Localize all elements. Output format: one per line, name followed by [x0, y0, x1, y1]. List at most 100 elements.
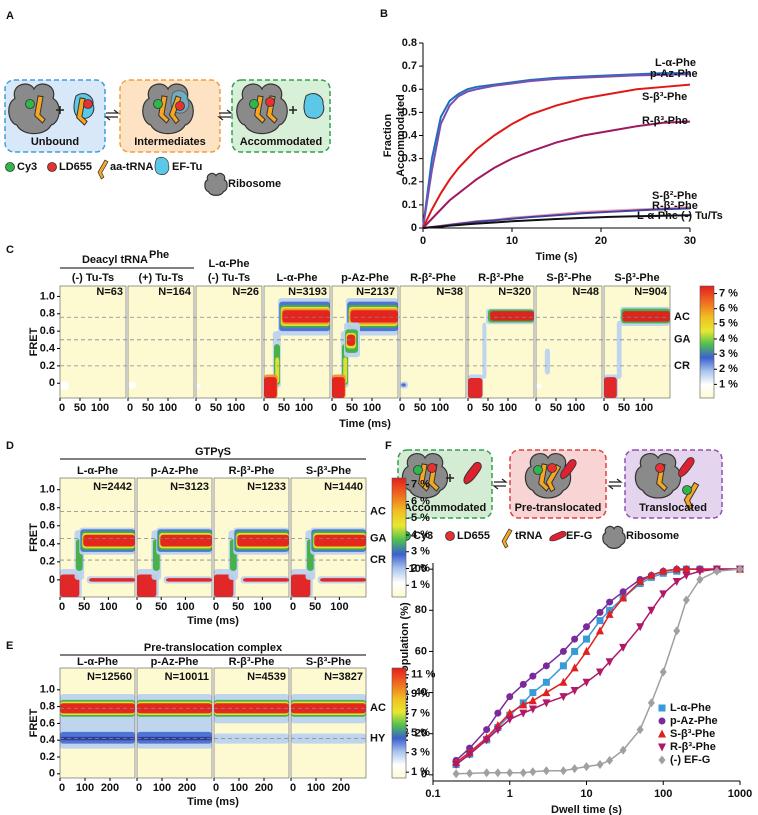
density-region — [196, 383, 201, 388]
legend-label: EF-G — [566, 530, 592, 542]
point — [506, 768, 514, 778]
y-tick-label: 0.6 — [402, 83, 417, 95]
count-label: N=2137 — [356, 286, 395, 298]
count-label: N=4539 — [247, 671, 286, 683]
colorbar-label: 7 % — [719, 287, 738, 299]
group-title: Deacyl tRNA — [82, 254, 148, 266]
x-tick-label: 0 — [290, 601, 296, 613]
x-tick-label: 0 — [331, 402, 337, 414]
panel-title: (-) Tu-Ts — [208, 272, 250, 284]
group-title: L-α-Phe — [209, 258, 250, 270]
count-label: N=48 — [572, 286, 599, 298]
x-tick-label: 0 — [59, 601, 65, 613]
density-region — [160, 534, 212, 547]
count-label: N=2442 — [93, 481, 132, 493]
heatmap-background — [128, 286, 194, 398]
x-tick-label: 50 — [78, 601, 90, 613]
point — [528, 696, 537, 705]
panel-title: p-Az-Phe — [151, 656, 199, 668]
point — [582, 646, 591, 655]
point — [659, 667, 667, 677]
panel-frame — [213, 667, 290, 779]
point — [506, 693, 514, 701]
series-label: L-α-Phe — [655, 57, 696, 69]
count-label: N=904 — [634, 286, 668, 298]
x-tick-label: 100 — [295, 402, 313, 414]
y-tick-label: 0.2 — [40, 360, 55, 372]
panel-title: (+) Tu-Ts — [138, 272, 183, 284]
panel-frame — [263, 285, 331, 399]
point — [519, 768, 527, 778]
trna-icon — [76, 97, 88, 126]
point — [482, 736, 491, 745]
panel-frame — [290, 667, 367, 779]
panel-title: R-β²-Phe — [410, 272, 456, 284]
point — [483, 726, 491, 734]
density-region — [490, 311, 534, 321]
x-tick-label: 100 — [153, 782, 171, 794]
panel-title: S-β³-Phe — [306, 656, 351, 668]
panel-title: p-Az-Phe — [151, 465, 199, 477]
efg-icon — [463, 461, 482, 485]
y-tick-label: 0.8 — [40, 502, 55, 514]
x-tick-label: 100 — [76, 782, 94, 794]
point — [695, 567, 704, 576]
x-tick-label: 50 — [346, 402, 358, 414]
y-tick-label: 0 — [49, 574, 55, 586]
x-tick-label: 50 — [482, 402, 494, 414]
density-region — [282, 310, 330, 323]
point — [596, 760, 604, 770]
heatmap-background — [536, 286, 602, 398]
efg-icon — [560, 459, 577, 480]
x-tick-label: 0 — [603, 402, 609, 414]
point — [672, 564, 681, 573]
state-label: AC — [370, 505, 386, 517]
state-label: Unbound — [31, 136, 79, 148]
panel-frame — [136, 477, 213, 598]
x-tick-label: 0 — [136, 782, 142, 794]
x-tick-label: 50 — [550, 402, 562, 414]
point — [571, 635, 579, 643]
point — [596, 608, 604, 616]
point — [682, 564, 691, 573]
point — [647, 570, 656, 579]
point — [659, 566, 668, 575]
point — [659, 590, 668, 599]
count-label: N=63 — [96, 286, 123, 298]
ribosome-icon — [524, 452, 572, 499]
point — [559, 662, 567, 670]
panel-letter: C — [6, 244, 14, 256]
x-tick-label: 100 — [99, 601, 117, 613]
dye-dot — [249, 99, 259, 109]
panel-frame — [136, 667, 213, 779]
count-label: N=3827 — [324, 671, 363, 683]
point — [571, 764, 579, 774]
density-region — [166, 578, 212, 582]
x-tick-label: 200 — [332, 782, 350, 794]
colorbar-label: 4 % — [719, 333, 738, 345]
point — [494, 768, 502, 778]
eftu-icon — [154, 156, 170, 175]
density-region — [128, 381, 136, 389]
point — [583, 635, 590, 643]
colorbar-label: 1 % — [411, 579, 430, 591]
x-tick-label: 100 — [431, 402, 449, 414]
y-tick-label: 80 — [415, 604, 427, 616]
x-tick-label: 100 — [227, 402, 245, 414]
trna-icon — [97, 159, 109, 180]
count-label: N=3193 — [288, 286, 327, 298]
point — [673, 626, 681, 636]
legend-label: Ribosome — [626, 530, 679, 542]
density-region — [482, 322, 487, 379]
point — [452, 769, 460, 779]
density-region — [604, 377, 617, 398]
state-label: GA — [370, 532, 387, 544]
y-tick-label: 0.7 — [402, 60, 417, 72]
state-label: AC — [674, 311, 690, 323]
series-label: S-β²-Phe — [652, 190, 697, 202]
panel-frame — [467, 285, 535, 399]
series-line — [422, 73, 691, 229]
point — [582, 678, 591, 687]
x-tick-label: 100 — [91, 402, 109, 414]
